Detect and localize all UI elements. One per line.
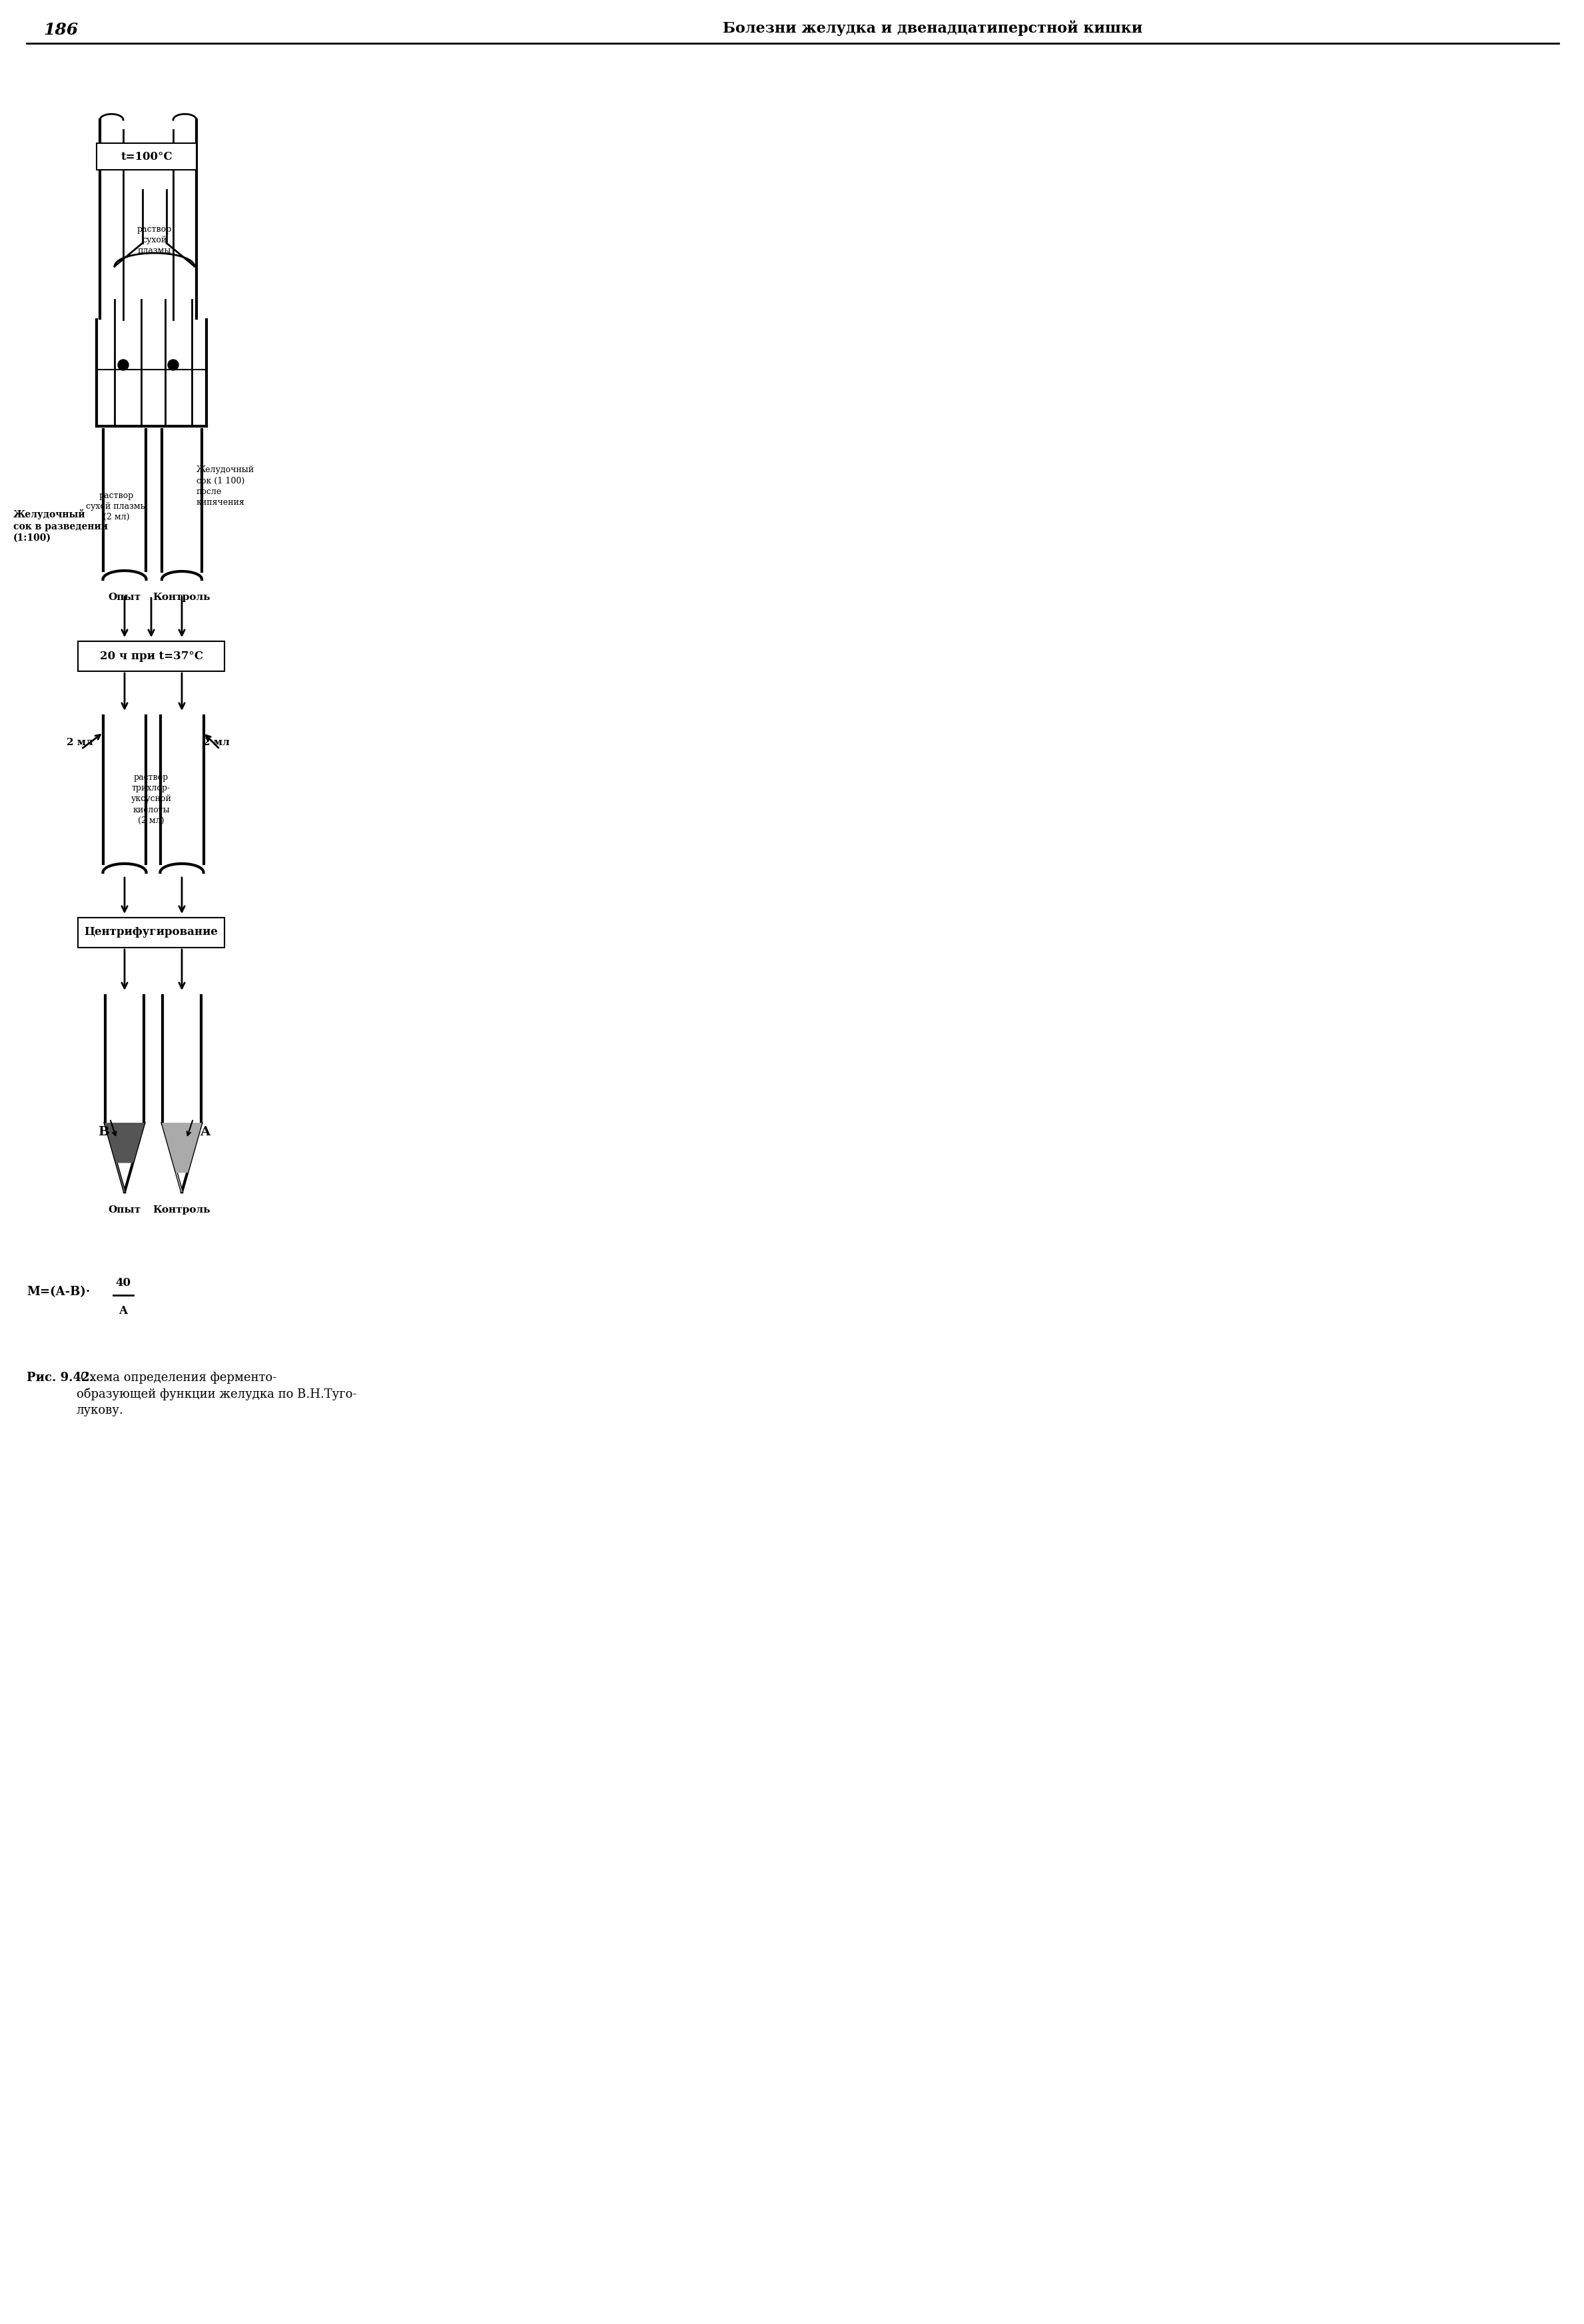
Text: 40: 40 — [116, 1278, 131, 1287]
Text: Контроль: Контроль — [154, 593, 211, 602]
Text: Желудочный
сок (1 100)
после
кипячения: Желудочный сок (1 100) после кипячения — [196, 465, 255, 507]
Circle shape — [168, 360, 179, 370]
Bar — [97, 144, 196, 170]
Text: B: B — [98, 1127, 109, 1139]
Polygon shape — [163, 1122, 201, 1192]
Polygon shape — [105, 1122, 144, 1192]
Text: Болезни желудка и двенадцатиперстной кишки: Болезни желудка и двенадцатиперстной киш… — [722, 21, 1142, 35]
Text: раствор
трихлор-
уксусной
кислоты
(2 мл): раствор трихлор- уксусной кислоты (2 мл) — [131, 774, 171, 825]
Text: Центрифугирование: Центрифугирование — [84, 927, 219, 939]
Text: Опыт: Опыт — [108, 1206, 141, 1215]
Text: Контроль: Контроль — [154, 1206, 211, 1215]
Polygon shape — [105, 995, 144, 1122]
Text: 186: 186 — [43, 21, 78, 37]
Text: A: A — [200, 1127, 211, 1139]
Text: A: A — [119, 1306, 128, 1315]
Text: Желудочный
сок в разведении
(1:100): Желудочный сок в разведении (1:100) — [13, 509, 108, 544]
Text: Рис. 9.42.: Рис. 9.42. — [27, 1371, 93, 1383]
Text: Опыт: Опыт — [108, 593, 141, 602]
Text: M=(A-B)·: M=(A-B)· — [27, 1285, 90, 1297]
Text: Схема определения ферменто-
образующей функции желудка по В.Н.Туго-
лукову.: Схема определения ферменто- образующей ф… — [76, 1371, 356, 1415]
Bar — [78, 641, 225, 672]
Text: раствор
сухой плазмы
(2 мл): раствор сухой плазмы (2 мл) — [86, 490, 147, 521]
Text: 2 мл: 2 мл — [203, 737, 230, 746]
Text: раствор
сухой
плазмы: раствор сухой плазмы — [138, 225, 173, 256]
Polygon shape — [163, 995, 201, 1122]
Text: 2 мл: 2 мл — [67, 737, 93, 746]
Bar — [78, 918, 225, 948]
Text: t=100°C: t=100°C — [120, 151, 173, 163]
Circle shape — [117, 360, 128, 370]
Text: 20 ч при t=37°С: 20 ч при t=37°С — [100, 651, 203, 662]
